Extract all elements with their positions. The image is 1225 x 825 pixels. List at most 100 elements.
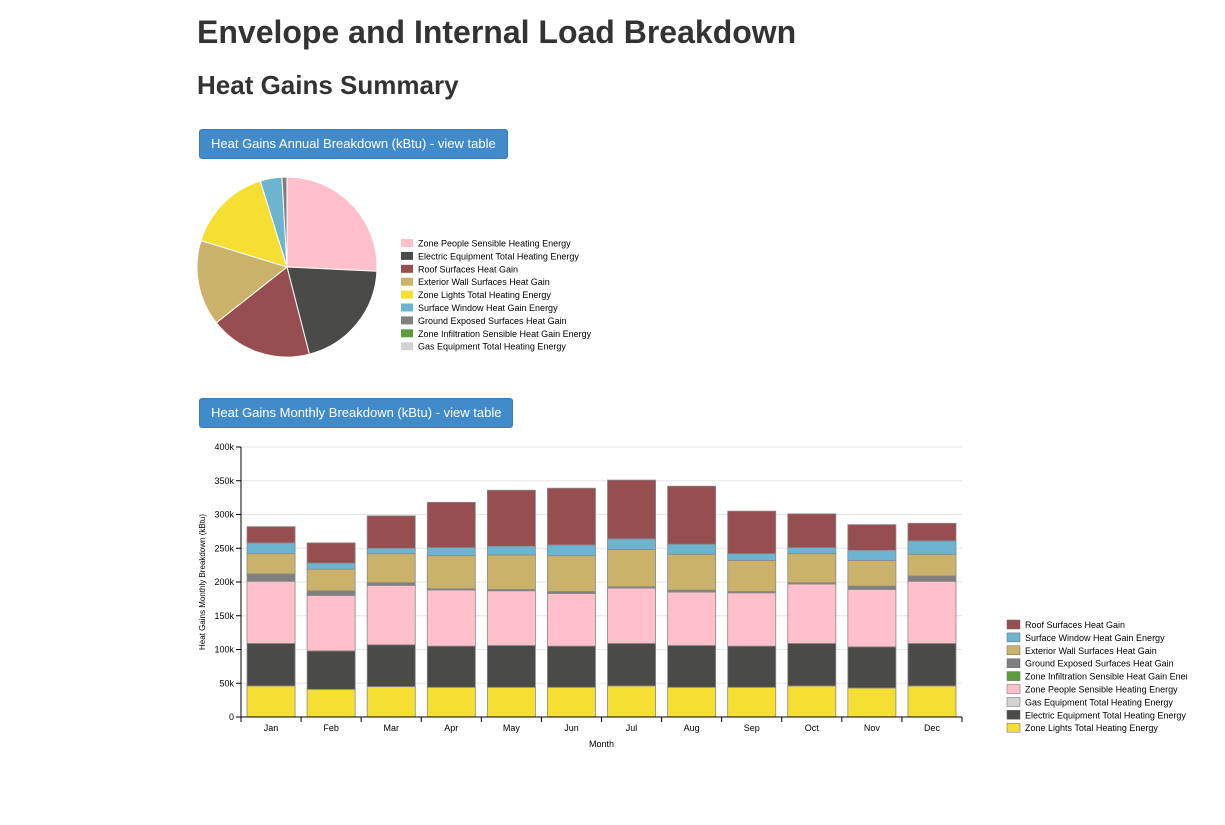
bar-dec-electric-equipment-total-heating-energy (907, 643, 957, 687)
bar-jun-electric-equipment-total-heating-energy (547, 645, 596, 688)
bar-apr-surface-window-heat-gain-energy (426, 547, 476, 557)
x-tick-label-aug: Aug (684, 723, 700, 733)
x-tick-label-may: May (503, 723, 521, 733)
pie-slice-zone-people-sensible-heating-energy (286, 176, 378, 272)
y-tick-label: 200k (214, 577, 234, 587)
pie-legend-swatch-gas-equipment-total-heating-energy (401, 342, 413, 351)
bar-mar-surface-window-heat-gain-energy (366, 547, 416, 555)
bar-oct-roof-surfaces-heat-gain (787, 513, 837, 548)
bar-nov-zone-people-sensible-heating-energy (847, 589, 897, 648)
bar-nov-exterior-wall-surfaces-heat-gain (847, 560, 897, 587)
bar-legend-label-zone-people-sensible-heating-energy: Zone People Sensible Heating Energy (1025, 685, 1178, 695)
pie-legend-swatch-zone-lights-total-heating-energy (401, 290, 413, 299)
pie-legend-label-surface-window-heat-gain-energy: Surface Window Heat Gain Energy (418, 303, 558, 313)
bar-jan-electric-equipment-total-heating-energy (246, 643, 296, 687)
bar-jul-zone-lights-total-heating-energy (607, 685, 656, 718)
bar-feb-electric-equipment-total-heating-energy (306, 650, 356, 690)
bar-apr-ground-exposed-surfaces-heat-gain (426, 588, 476, 591)
bar-nov-roof-surfaces-heat-gain (847, 524, 897, 551)
bar-oct-electric-equipment-total-heating-energy (787, 643, 837, 687)
bar-feb-roof-surfaces-heat-gain (306, 542, 356, 564)
pie-legend-label-electric-equipment-total-heating-energy: Electric Equipment Total Heating Energy (418, 251, 579, 261)
pie-legend-swatch-zone-people-sensible-heating-energy (401, 239, 413, 247)
bar-dec-roof-surfaces-heat-gain (907, 522, 957, 542)
bar-mar-exterior-wall-surfaces-heat-gain (366, 553, 416, 584)
bar-jan-surface-window-heat-gain-energy (246, 542, 296, 555)
pie-slice-surface-window-heat-gain-energy (259, 176, 288, 268)
bar-nov-zone-lights-total-heating-energy (847, 687, 897, 718)
x-tick-label-feb: Feb (323, 723, 339, 733)
y-tick-label: 250k (214, 543, 234, 553)
bar-aug-roof-surfaces-heat-gain (667, 485, 717, 545)
bar-may-zone-lights-total-heating-energy (486, 686, 536, 718)
bar-may-exterior-wall-surfaces-heat-gain (486, 554, 536, 590)
y-tick-label: 300k (214, 510, 234, 520)
bar-may-zone-people-sensible-heating-energy (486, 590, 536, 646)
bar-may-ground-exposed-surfaces-heat-gain (486, 589, 536, 592)
bar-aug-zone-people-sensible-heating-energy (667, 591, 717, 646)
bar-sep-surface-window-heat-gain-energy (727, 553, 777, 561)
x-tick-label-jul: Jul (626, 723, 638, 733)
monthly-breakdown-view-table-button[interactable]: Heat Gains Monthly Breakdown (kBtu) - vi… (199, 398, 514, 428)
x-tick-label-jan: Jan (264, 723, 279, 733)
x-tick-label-jun: Jun (564, 723, 579, 733)
bar-legend-swatch-electric-equipment-total-heating-energy (1006, 710, 1021, 720)
bar-legend-swatch-exterior-wall-surfaces-heat-gain (1006, 645, 1021, 656)
y-tick-label: 100k (214, 645, 234, 655)
bar-sep-exterior-wall-surfaces-heat-gain (727, 560, 777, 592)
pie-legend-swatch-roof-surfaces-heat-gain (401, 264, 413, 273)
bar-sep-zone-people-sensible-heating-energy (727, 592, 777, 647)
bar-jul-ground-exposed-surfaces-heat-gain (607, 586, 656, 589)
pie-slice-exterior-wall-surfaces-heat-gain (196, 239, 289, 324)
bar-apr-roof-surfaces-heat-gain (426, 501, 476, 548)
y-axis-label: Heat Gains Monthly Breakdown (kBtu) (198, 514, 207, 650)
bar-jul-zone-people-sensible-heating-energy (607, 587, 656, 644)
bar-legend-label-ground-exposed-surfaces-heat-gain: Ground Exposed Surfaces Heat Gain (1025, 659, 1174, 669)
bar-legend-label-gas-equipment-total-heating-energy: Gas Equipment Total Heating Energy (1025, 697, 1173, 707)
bar-jul-surface-window-heat-gain-energy (607, 538, 656, 550)
pie-legend-label-zone-people-sensible-heating-energy: Zone People Sensible Heating Energy (418, 239, 571, 249)
bar-apr-zone-lights-total-heating-energy (426, 686, 476, 718)
bar-jun-surface-window-heat-gain-energy (547, 544, 596, 557)
bar-oct-zone-lights-total-heating-energy (787, 685, 837, 718)
bar-dec-zone-lights-total-heating-energy (907, 685, 957, 718)
pie-legend-label-ground-exposed-surfaces-heat-gain: Ground Exposed Surfaces Heat Gain (418, 316, 567, 326)
x-tick-label-oct: Oct (805, 723, 820, 733)
section-title: Heat Gains Summary (197, 70, 459, 100)
y-tick-label: 150k (214, 611, 234, 621)
bar-legend-label-zone-infiltration-sensible-heat-gain-energy: Zone Infiltration Sensible Heat Gain Ene… (1025, 672, 1199, 682)
bar-aug-electric-equipment-total-heating-energy (667, 645, 717, 688)
x-tick-label-nov: Nov (864, 723, 881, 733)
bar-jan-zone-lights-total-heating-energy (246, 685, 296, 718)
bar-may-surface-window-heat-gain-energy (486, 545, 536, 556)
bar-mar-ground-exposed-surfaces-heat-gain (366, 582, 416, 586)
bar-sep-zone-lights-total-heating-energy (727, 686, 777, 718)
bar-dec-ground-exposed-surfaces-heat-gain (907, 575, 957, 582)
x-tick-label-sep: Sep (744, 723, 760, 733)
bar-legend-label-exterior-wall-surfaces-heat-gain: Exterior Wall Surfaces Heat Gain (1025, 646, 1157, 656)
bar-apr-exterior-wall-surfaces-heat-gain (426, 555, 476, 590)
bar-legend-swatch-zone-lights-total-heating-energy (1006, 722, 1021, 733)
bar-feb-surface-window-heat-gain-energy (306, 562, 356, 570)
x-tick-label-apr: Apr (444, 723, 458, 733)
bar-oct-ground-exposed-surfaces-heat-gain (787, 582, 837, 585)
bar-nov-surface-window-heat-gain-energy (847, 549, 897, 561)
pie-legend-swatch-zone-infiltration-sensible-heat-gain-energy (401, 329, 413, 338)
pie-slice-electric-equipment-total-heating-energy (286, 266, 378, 355)
bar-jul-roof-surfaces-heat-gain (607, 479, 656, 540)
bar-oct-exterior-wall-surfaces-heat-gain (787, 553, 837, 584)
bar-legend-swatch-zone-infiltration-sensible-heat-gain-energy (1006, 671, 1021, 681)
bar-mar-electric-equipment-total-heating-energy (366, 644, 416, 688)
bar-sep-roof-surfaces-heat-gain (727, 510, 777, 555)
bar-jan-exterior-wall-surfaces-heat-gain (246, 553, 296, 575)
x-tick-label-dec: Dec (924, 723, 941, 733)
bar-legend-label-surface-window-heat-gain-energy: Surface Window Heat Gain Energy (1025, 633, 1165, 643)
bar-legend: Roof Surfaces Heat Gain Surface Window He… (1006, 619, 1199, 733)
x-axis-label: Month (589, 739, 614, 749)
bar-jun-roof-surfaces-heat-gain (547, 487, 596, 546)
bar-legend-swatch-surface-window-heat-gain-energy (1006, 632, 1021, 643)
bar-legend-label-zone-lights-total-heating-energy: Zone Lights Total Heating Energy (1025, 723, 1158, 733)
bar-aug-exterior-wall-surfaces-heat-gain (667, 553, 717, 591)
annual-breakdown-view-table-button[interactable]: Heat Gains Annual Breakdown (kBtu) - vie… (199, 129, 508, 159)
